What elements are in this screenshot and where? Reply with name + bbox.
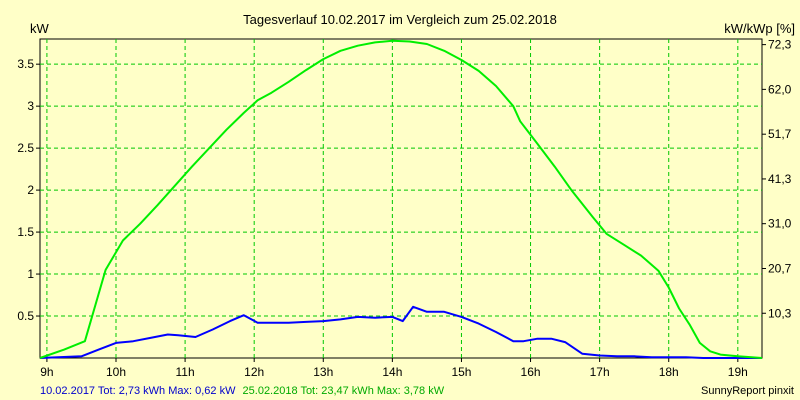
footer-credit: SunnyReport pinxit xyxy=(701,385,794,397)
y2-tick-label: 51,7 xyxy=(768,127,792,141)
y-axis-right-ticks: 10,3 20,7 31,0 41,3 51,7 62,0 72,3 xyxy=(762,38,792,320)
y2-tick-label: 41,3 xyxy=(768,172,792,186)
x-tick-label: 16h xyxy=(521,365,541,379)
y-tick-label: 0.5 xyxy=(17,309,34,323)
x-tick-label: 10h xyxy=(106,365,126,379)
y-tick-label: 3 xyxy=(27,99,34,113)
y2-tick-label: 62,0 xyxy=(768,82,792,96)
series-lines xyxy=(39,39,763,359)
y-axis-left-unit: kW xyxy=(30,21,50,36)
x-tick-label: 13h xyxy=(313,365,333,379)
x-axis-ticks: 9h 10h 11h 12h 13h 14h 15h 16h 17h 18h 19h xyxy=(40,358,748,379)
x-tick-label: 14h xyxy=(382,365,402,379)
footer-series-2-summary: 25.02.2018 Tot: 23,47 kWh Max: 3,78 kW xyxy=(243,385,445,397)
grid xyxy=(40,39,762,358)
y2-tick-label: 72,3 xyxy=(768,38,792,52)
y2-tick-label: 10,3 xyxy=(768,306,792,320)
y2-tick-label: 31,0 xyxy=(768,217,792,231)
footer-series-1-summary: 10.02.2017 Tot: 2,73 kWh Max: 0,62 kW xyxy=(40,385,236,397)
y-tick-label: 3.5 xyxy=(17,57,34,71)
y-axis-left-ticks: 0.5 1 1.5 2 2.5 3 3.5 xyxy=(17,57,40,323)
y-tick-label: 1.5 xyxy=(17,225,34,239)
x-tick-label: 17h xyxy=(590,365,610,379)
x-tick-label: 11h xyxy=(176,365,195,379)
y-tick-label: 2.5 xyxy=(17,141,34,155)
y-tick-label: 1 xyxy=(27,267,34,281)
series-line-2 xyxy=(39,39,763,359)
x-tick-label: 9h xyxy=(40,365,53,379)
x-tick-label: 19h xyxy=(728,365,748,379)
x-tick-label: 15h xyxy=(451,365,471,379)
plot-area xyxy=(39,38,763,359)
y2-tick-label: 20,7 xyxy=(768,262,792,276)
y-axis-right-unit: kW/kWp [%] xyxy=(724,21,795,36)
series-line-1 xyxy=(39,305,762,359)
x-tick-label: 12h xyxy=(244,365,264,379)
y-tick-label: 2 xyxy=(27,183,34,197)
chart-title: Tagesverlauf 10.02.2017 im Vergleich zum… xyxy=(243,12,557,27)
footer-left: 10.02.2017 Tot: 2,73 kWh Max: 0,62 kW 25… xyxy=(40,385,445,397)
x-tick-label: 18h xyxy=(659,365,679,379)
